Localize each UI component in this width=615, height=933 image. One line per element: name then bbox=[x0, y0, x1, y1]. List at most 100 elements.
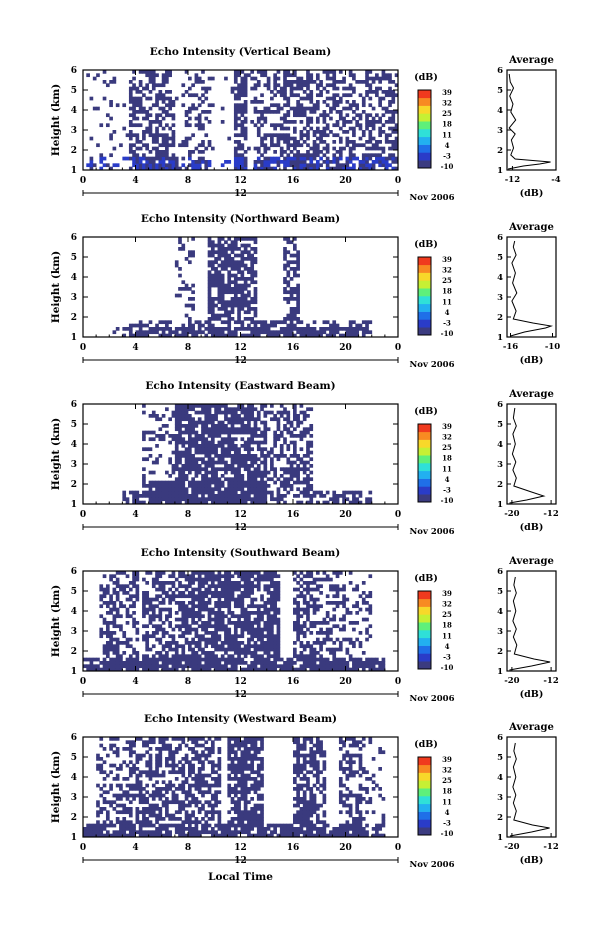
heatmap-cell bbox=[188, 654, 192, 658]
panel-title: Echo Intensity (Westward Beam) bbox=[144, 713, 337, 725]
heatmap-cell bbox=[188, 137, 192, 141]
heatmap-cell bbox=[296, 143, 300, 147]
heatmap-cell bbox=[309, 100, 313, 104]
profile-y-tick-label: 4 bbox=[497, 607, 503, 617]
heatmap-cell bbox=[257, 327, 261, 331]
heatmap-cell bbox=[198, 611, 202, 615]
heatmap-cell bbox=[323, 147, 327, 151]
heatmap-cell bbox=[378, 100, 382, 104]
heatmap-cell bbox=[254, 434, 258, 438]
heatmap-cell bbox=[362, 97, 366, 101]
heatmap-cell bbox=[214, 601, 218, 605]
heatmap-cell bbox=[175, 588, 179, 592]
heatmap-cell bbox=[208, 444, 212, 448]
heatmap-cell bbox=[336, 324, 340, 328]
heatmap-cell bbox=[375, 661, 379, 665]
heatmap-cell bbox=[329, 77, 333, 81]
heatmap-cell bbox=[237, 481, 241, 485]
heatmap-cell bbox=[185, 447, 189, 451]
heatmap-cell bbox=[158, 150, 162, 154]
heatmap-cell bbox=[214, 304, 218, 308]
heatmap-cell bbox=[332, 664, 336, 668]
heatmap-cell bbox=[263, 83, 267, 87]
heatmap-cell bbox=[168, 494, 172, 498]
heatmap-cell bbox=[185, 137, 189, 141]
heatmap-cell bbox=[260, 611, 264, 615]
heatmap-cell bbox=[113, 750, 117, 754]
heatmap-cell bbox=[241, 427, 245, 431]
heatmap-cell bbox=[224, 494, 228, 498]
heatmap-cell bbox=[306, 83, 310, 87]
heatmap-cell bbox=[250, 624, 254, 628]
heatmap-cell bbox=[349, 330, 353, 334]
heatmap-cell bbox=[244, 464, 248, 468]
heatmap-cell bbox=[142, 661, 146, 665]
profile-y-tick-label: 6 bbox=[497, 400, 503, 410]
heatmap-cell bbox=[188, 153, 192, 157]
heatmap-cell bbox=[221, 431, 225, 435]
heatmap-cell bbox=[244, 661, 248, 665]
heatmap-cell bbox=[300, 103, 304, 107]
heatmap-cell bbox=[122, 631, 126, 635]
heatmap-cell bbox=[241, 107, 245, 111]
heatmap-cell bbox=[227, 327, 231, 331]
heatmap-cell bbox=[136, 757, 140, 761]
heatmap-cell bbox=[181, 648, 185, 652]
heatmap-cell bbox=[355, 491, 359, 495]
heatmap-cell bbox=[250, 274, 254, 278]
heatmap-cell bbox=[244, 491, 248, 495]
y-tick-label: 1 bbox=[71, 333, 77, 343]
heatmap-cell bbox=[293, 598, 297, 602]
x-tick-label: 0 bbox=[395, 343, 401, 353]
heatmap-cell bbox=[234, 247, 238, 251]
heatmap-cell bbox=[136, 661, 140, 665]
heatmap-cell bbox=[263, 621, 267, 625]
heatmap-cell bbox=[136, 140, 140, 144]
heatmap-cell bbox=[231, 260, 235, 264]
heatmap-cell bbox=[234, 451, 238, 455]
heatmap-cell bbox=[336, 157, 340, 161]
heatmap-cell bbox=[277, 588, 281, 592]
heatmap-cell bbox=[250, 454, 254, 458]
heatmap-cell bbox=[165, 103, 169, 107]
heatmap-cell bbox=[241, 123, 245, 127]
heatmap-cell bbox=[283, 661, 287, 665]
heatmap-cell bbox=[162, 143, 166, 147]
heatmap-cell bbox=[237, 110, 241, 114]
heatmap-cell bbox=[204, 407, 208, 411]
heatmap-cell bbox=[168, 320, 172, 324]
heatmap-cell bbox=[352, 143, 356, 147]
heatmap-cell bbox=[181, 658, 185, 662]
heatmap-cell bbox=[162, 330, 166, 334]
heatmap-cell bbox=[165, 137, 169, 141]
heatmap-cell bbox=[165, 631, 169, 635]
heatmap-cell bbox=[211, 434, 215, 438]
heatmap-cell bbox=[309, 160, 313, 164]
heatmap-cell bbox=[221, 494, 225, 498]
heatmap-cell bbox=[231, 614, 235, 618]
heatmap-cell bbox=[113, 77, 117, 81]
heatmap-cell bbox=[247, 467, 251, 471]
heatmap-cell bbox=[136, 664, 140, 668]
heatmap-cell bbox=[221, 601, 225, 605]
heatmap-cell bbox=[103, 800, 107, 804]
heatmap-cell bbox=[277, 160, 281, 164]
heatmap-cell bbox=[263, 120, 267, 124]
heatmap-cell bbox=[290, 471, 294, 475]
heatmap-cell bbox=[90, 163, 94, 167]
heatmap-cell bbox=[119, 601, 123, 605]
heatmap-cell bbox=[316, 137, 320, 141]
heatmap-cell bbox=[181, 594, 185, 598]
heatmap-cell bbox=[198, 320, 202, 324]
heatmap-cell bbox=[208, 631, 212, 635]
heatmap-cell bbox=[90, 830, 94, 834]
heatmap-cell bbox=[126, 641, 130, 645]
heatmap-cell bbox=[208, 497, 212, 501]
heatmap-cell bbox=[168, 614, 172, 618]
heatmap-cell bbox=[178, 584, 182, 588]
heatmap-cell bbox=[195, 437, 199, 441]
heatmap-cell bbox=[231, 664, 235, 668]
heatmap-cell bbox=[267, 107, 271, 111]
heatmap-cell bbox=[267, 411, 271, 415]
